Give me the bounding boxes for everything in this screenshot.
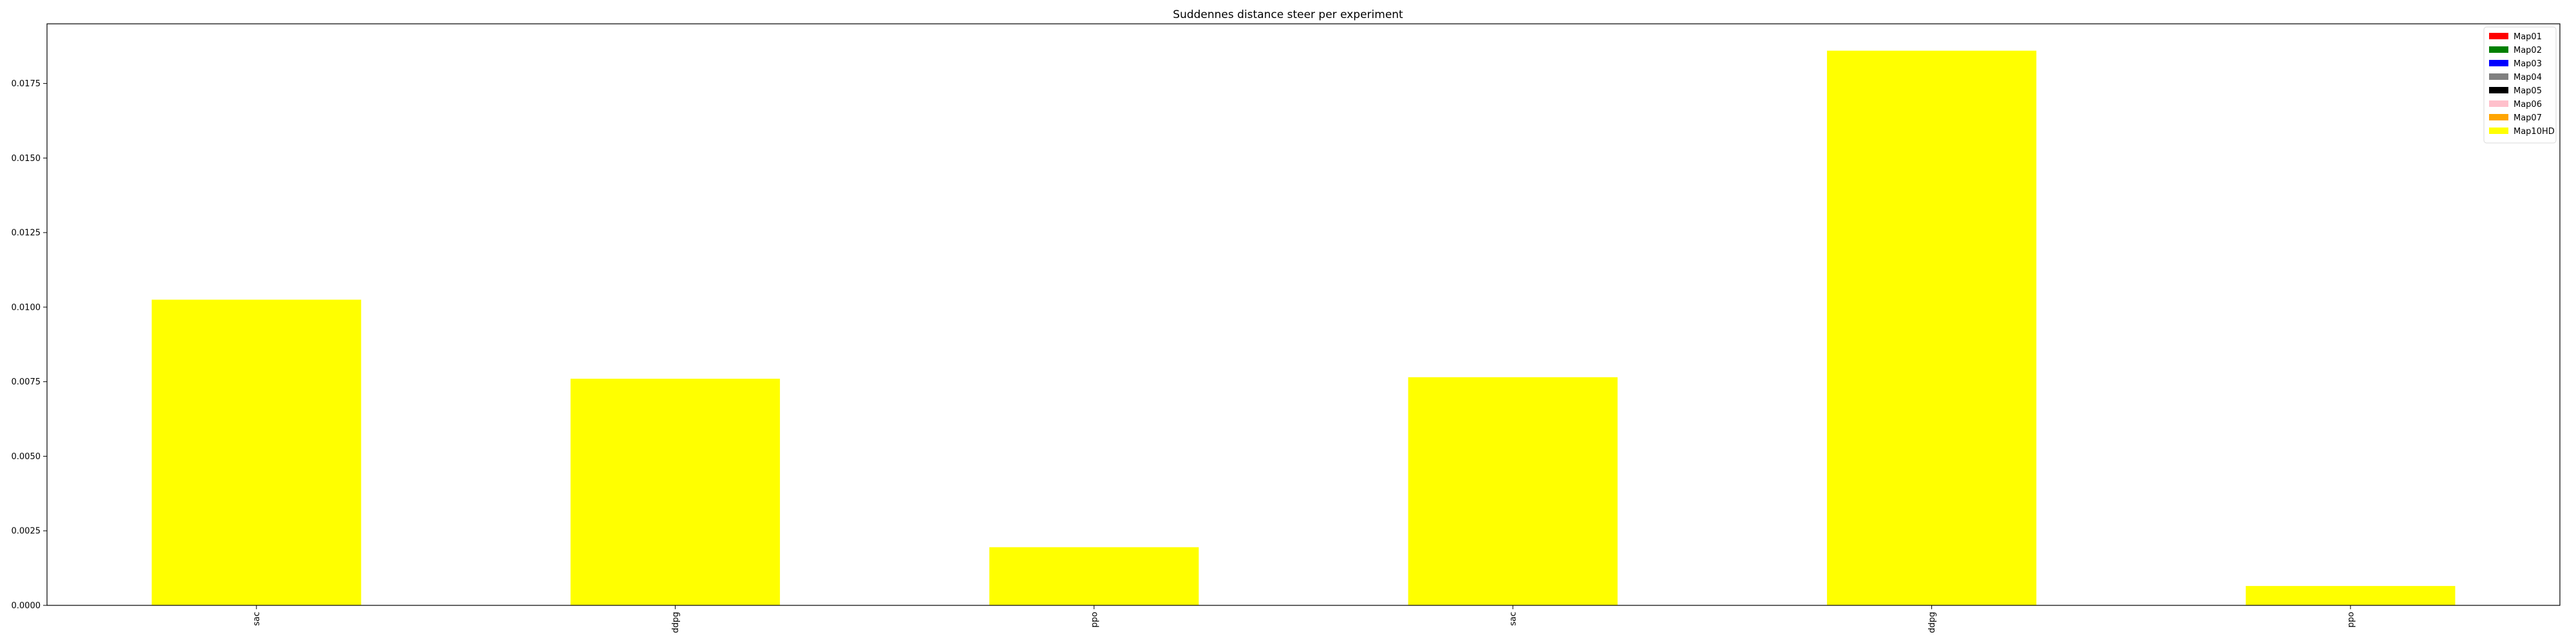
x-tick-label: sac — [1509, 612, 1519, 626]
legend-swatch-map07 — [2489, 114, 2508, 120]
bar-map10hd-4 — [1826, 50, 2037, 605]
plot-frame — [46, 23, 2561, 606]
bar-map10hd-5 — [2246, 585, 2456, 605]
legend-label-map06: Map06 — [2514, 100, 2542, 109]
legend: Map01 Map02 Map03 Map04 Map05 Map06 Map07 Map10… — [2483, 26, 2557, 144]
y-tick-label: 0.0150 — [12, 154, 41, 164]
legend-label-map07: Map07 — [2514, 113, 2542, 123]
y-tick-label: 0.0050 — [12, 452, 41, 462]
legend-label-map10hd: Map10HD — [2514, 127, 2555, 137]
x-axis: sac ddpg ppo sac ddpg ppo — [252, 605, 2356, 633]
bars-group — [151, 50, 2456, 605]
legend-swatch-map01 — [2489, 33, 2508, 39]
x-tick-label: sac — [252, 612, 262, 626]
x-tick-label: ppo — [2346, 612, 2356, 628]
legend-swatch-map06 — [2489, 100, 2508, 107]
legend-swatch-map02 — [2489, 46, 2508, 53]
bar-map10hd-0 — [151, 299, 361, 605]
y-tick-label: 0.0175 — [12, 79, 41, 89]
y-tick-label: 0.0100 — [12, 303, 41, 312]
legend-swatch-map04 — [2489, 73, 2508, 80]
legend-swatch-map03 — [2489, 60, 2508, 66]
chart-title: Suddennes distance steer per experiment — [1173, 8, 1403, 21]
legend-label-map05: Map05 — [2514, 86, 2542, 96]
legend-box — [2483, 26, 2557, 144]
y-tick-label: 0.0025 — [12, 527, 41, 536]
bar-map10hd-3 — [1408, 377, 1618, 605]
x-tick-label: ppo — [1090, 612, 1099, 628]
legend-label-map03: Map03 — [2514, 59, 2542, 69]
bar-map10hd-1 — [570, 379, 781, 605]
legend-label-map01: Map01 — [2514, 32, 2542, 42]
x-tick-label: ddpg — [671, 612, 681, 633]
legend-swatch-map05 — [2489, 87, 2508, 93]
legend-label-map02: Map02 — [2514, 46, 2542, 55]
y-tick-label: 0.0000 — [12, 601, 41, 611]
legend-label-map04: Map04 — [2514, 73, 2542, 82]
legend-swatch-map10hd — [2489, 128, 2508, 134]
y-axis: 0.0000 0.0025 0.0050 0.0075 0.0100 0.0125 0.01… — [12, 79, 47, 611]
x-tick-label: ddpg — [1927, 612, 1937, 633]
bar-map10hd-2 — [989, 547, 1199, 605]
y-tick-label: 0.0075 — [12, 377, 41, 387]
y-tick-label: 0.0125 — [12, 229, 41, 238]
